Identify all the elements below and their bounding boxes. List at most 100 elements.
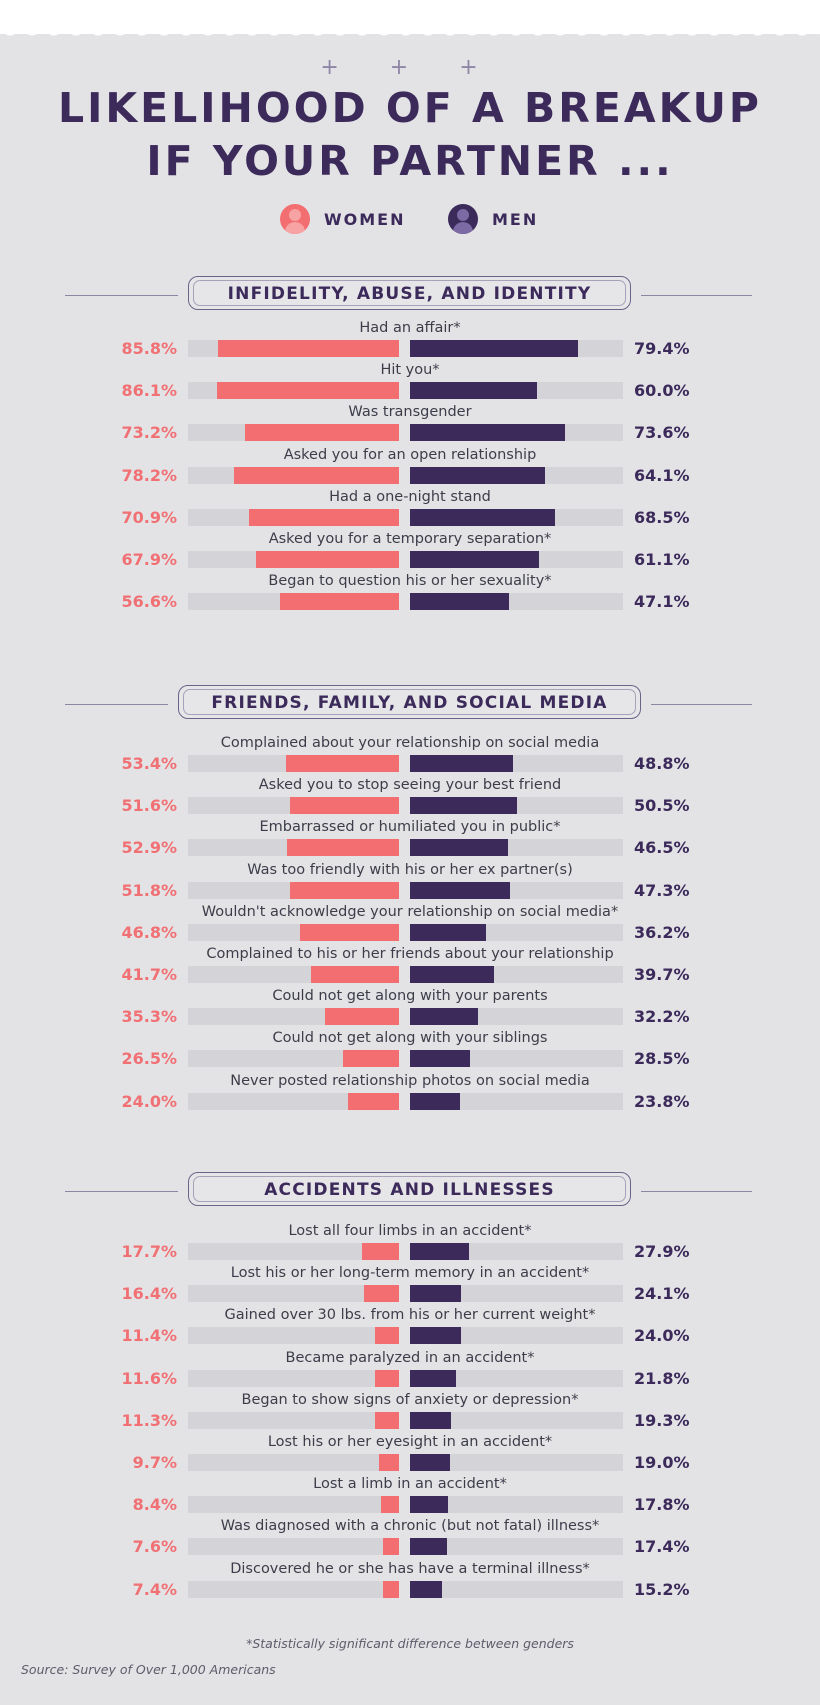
women-value-label: 51.6% <box>121 796 177 815</box>
men-value-label: 32.2% <box>634 1007 690 1026</box>
category-label: Complained to his or her friends about y… <box>206 946 614 962</box>
women-bar <box>286 755 399 772</box>
women-bar-track <box>188 1285 399 1302</box>
women-value-label: 7.6% <box>132 1537 177 1556</box>
women-bar-track <box>188 1454 399 1471</box>
title-line-1: LIKELIHOOD OF A BREAKUP <box>58 84 762 132</box>
men-bar-track <box>410 1581 623 1598</box>
women-value-label: 24.0% <box>121 1092 177 1111</box>
chart-row: Lost his or her long-term memory in an a… <box>0 1264 820 1306</box>
women-value-label: 67.9% <box>121 550 177 569</box>
category-label: Had a one-night stand <box>329 489 491 505</box>
chart-title: LIKELIHOOD OF A BREAKUP IF YOUR PARTNER … <box>0 82 820 188</box>
women-bar <box>348 1093 399 1110</box>
men-value-label: 50.5% <box>634 796 690 815</box>
women-value-label: 51.8% <box>121 881 177 900</box>
section-title-frame <box>193 280 626 306</box>
category-label: Lost all four limbs in an accident* <box>288 1223 532 1239</box>
chart-row: Lost all four limbs in an accident* 17.7%… <box>0 1222 820 1264</box>
category-label: Hit you* <box>380 362 440 378</box>
women-bar <box>364 1285 399 1302</box>
section-header: INFIDELITY, ABUSE, AND IDENTITY <box>0 276 820 314</box>
women-bar-track <box>188 1327 399 1344</box>
men-bar <box>410 1370 456 1387</box>
women-value-label: 17.7% <box>121 1242 177 1261</box>
chart-row: Embarrassed or humiliated you in public*… <box>0 818 820 860</box>
men-bar-track <box>410 1327 623 1344</box>
men-value-label: 19.3% <box>634 1411 690 1430</box>
section-header: ACCIDENTS AND ILLNESSES <box>0 1172 820 1210</box>
women-bar <box>300 924 399 941</box>
women-bar <box>343 1050 399 1067</box>
category-label: Could not get along with your siblings <box>272 1030 548 1046</box>
men-bar <box>410 839 509 856</box>
category-label: Asked you for a temporary separation* <box>268 531 552 547</box>
women-bar <box>361 1243 399 1260</box>
women-bar <box>289 882 399 899</box>
women-bar <box>381 1496 399 1513</box>
chart-row: Became paralyzed in an accident* 11.6% 21.… <box>0 1349 820 1391</box>
women-bar <box>217 382 399 399</box>
section-rule-left <box>65 704 168 705</box>
men-value-label: 19.0% <box>634 1453 690 1472</box>
men-value-label: 36.2% <box>634 923 690 942</box>
category-label: Lost his or her eyesight in an accident* <box>267 1434 553 1450</box>
men-bar <box>410 1285 461 1302</box>
women-value-label: 46.8% <box>121 923 177 942</box>
legend-men-label: MEN <box>492 209 539 229</box>
section-rule-right <box>641 1191 752 1192</box>
women-bar <box>244 424 399 441</box>
chart-row: Began to show signs of anxiety or depres… <box>0 1391 820 1433</box>
chart-row: Lost a limb in an accident* 8.4% 17.8% <box>0 1475 820 1517</box>
men-value-label: 73.6% <box>634 423 690 442</box>
men-value-label: 24.0% <box>634 1326 690 1345</box>
women-bar-track <box>188 1093 399 1110</box>
source-note: Source: Survey of Over 1,000 Americans <box>21 1662 276 1677</box>
men-value-label: 24.1% <box>634 1284 690 1303</box>
women-bar <box>233 467 399 484</box>
chart-row: Never posted relationship photos on soci… <box>0 1072 820 1114</box>
section-title-box: ACCIDENTS AND ILLNESSES <box>188 1172 631 1206</box>
plus-decoration: + + + <box>320 55 500 80</box>
men-bar-track <box>410 1370 623 1387</box>
section-rule-right <box>641 295 752 296</box>
women-bar <box>374 1370 399 1387</box>
chart-row: Had a one-night stand 70.9% 68.5% <box>0 488 820 530</box>
men-bar <box>410 382 537 399</box>
men-bar <box>410 467 546 484</box>
men-bar-track <box>410 1538 623 1555</box>
chart-row: Could not get along with your parents 35.… <box>0 987 820 1029</box>
legend-women: WOMEN <box>280 203 406 235</box>
women-value-label: 86.1% <box>121 381 177 400</box>
chart-row: Asked you for a temporary separation* 67.… <box>0 530 820 572</box>
men-bar <box>410 1454 451 1471</box>
women-bar <box>383 1581 399 1598</box>
women-bar <box>311 966 399 983</box>
torn-paper-edge <box>0 0 820 40</box>
women-value-label: 53.4% <box>121 754 177 773</box>
footnote: *Statistically significant difference be… <box>246 1636 574 1651</box>
section-header: FRIENDS, FAMILY, AND SOCIAL MEDIA <box>0 685 820 723</box>
title-line-2: IF YOUR PARTNER ... <box>146 137 674 185</box>
chart-row: Was diagnosed with a chronic (but not fa… <box>0 1517 820 1559</box>
men-value-label: 64.1% <box>634 466 690 485</box>
category-label: Asked you for an open relationship <box>283 447 537 463</box>
chart-row: Could not get along with your siblings 26… <box>0 1029 820 1071</box>
category-label: Never posted relationship photos on soci… <box>230 1073 590 1089</box>
men-bar <box>410 1050 471 1067</box>
women-value-label: 56.6% <box>121 592 177 611</box>
women-bar-track <box>188 1370 399 1387</box>
section-title-frame <box>193 1176 626 1202</box>
men-value-label: 60.0% <box>634 381 690 400</box>
category-label: Began to question his or her sexuality* <box>268 573 552 589</box>
category-label: Was transgender <box>348 404 472 420</box>
men-value-label: 79.4% <box>634 339 690 358</box>
women-value-label: 9.7% <box>132 1453 177 1472</box>
category-label: Was diagnosed with a chronic (but not fa… <box>220 1518 600 1534</box>
chart-row: Hit you* 86.1% 60.0% <box>0 361 820 403</box>
women-value-label: 78.2% <box>121 466 177 485</box>
men-bar <box>410 797 517 814</box>
men-bar <box>410 924 487 941</box>
men-bar <box>410 1581 443 1598</box>
category-label: Had an affair* <box>359 320 461 336</box>
